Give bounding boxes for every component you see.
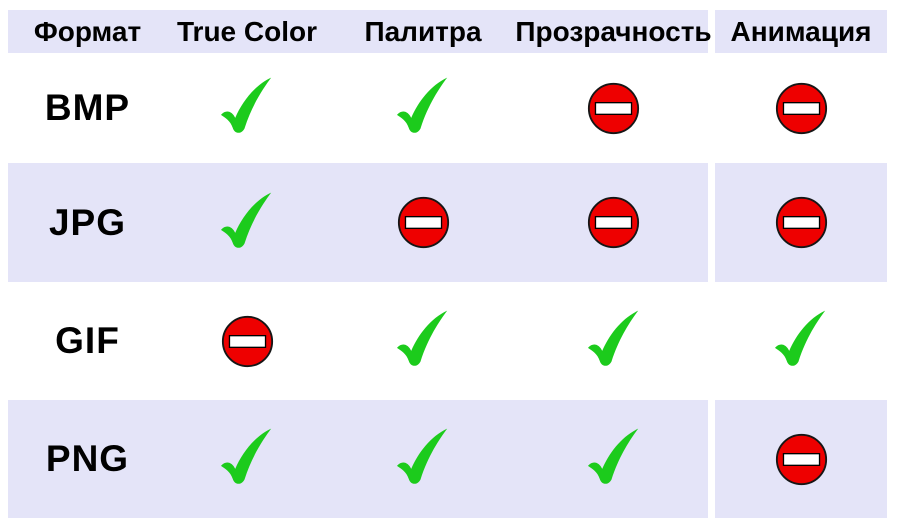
cell-bmp-palette xyxy=(327,53,519,163)
icon-slot xyxy=(775,433,828,486)
check-icon xyxy=(215,428,279,490)
icon-slot xyxy=(587,82,640,135)
check-icon xyxy=(215,77,279,139)
icon-slot xyxy=(587,196,640,249)
table-row-bmp: BMP xyxy=(8,53,887,163)
icon-slot xyxy=(775,196,828,249)
cell-png-animation xyxy=(715,400,887,518)
check-icon xyxy=(391,310,455,372)
check-icon xyxy=(582,310,646,372)
table-header-row: Формат True Color Палитра Прозрачность А… xyxy=(8,10,887,53)
icon-slot xyxy=(215,77,279,139)
no-entry-icon xyxy=(775,196,828,249)
column-header-format: Формат xyxy=(33,15,142,47)
format-label-jpg: JPG xyxy=(48,201,127,243)
cell-png-true-color xyxy=(167,400,327,518)
check-icon xyxy=(769,310,833,372)
cell-bmp-true-color xyxy=(167,53,327,163)
icon-slot xyxy=(391,77,455,139)
column-divider xyxy=(708,53,715,163)
column-divider xyxy=(708,400,715,518)
column-header-transparency: Прозрачность xyxy=(515,15,712,47)
cell-gif-palette xyxy=(327,282,519,400)
icon-slot xyxy=(215,192,279,254)
icon-slot xyxy=(391,428,455,490)
row-main-section: JPG xyxy=(8,163,708,282)
icon-slot xyxy=(215,428,279,490)
cell-gif-transparency xyxy=(519,282,708,400)
no-entry-icon xyxy=(775,82,828,135)
format-label-gif: GIF xyxy=(55,320,120,361)
icon-slot xyxy=(582,428,646,490)
column-divider xyxy=(708,163,715,282)
header-main-section: Формат True Color Палитра Прозрачность xyxy=(8,10,712,53)
cell-jpg-palette xyxy=(327,163,519,282)
row-main-section: PNG xyxy=(8,400,708,518)
icon-slot xyxy=(221,315,274,368)
icon-slot xyxy=(582,310,646,372)
cell-gif-true-color xyxy=(167,282,327,400)
cell-bmp-animation xyxy=(715,53,887,163)
cell-jpg-animation xyxy=(715,163,887,282)
cell-png-transparency xyxy=(519,400,708,518)
check-icon xyxy=(391,77,455,139)
format-label-bmp: BMP xyxy=(44,87,131,128)
table-row-png: PNG xyxy=(8,400,887,518)
row-main-section: GIF xyxy=(8,282,708,400)
cell-png-palette xyxy=(327,400,519,518)
icon-slot xyxy=(391,310,455,372)
table-row-gif: GIF xyxy=(8,282,887,400)
no-entry-icon xyxy=(587,196,640,249)
no-entry-icon xyxy=(587,82,640,135)
column-header-palette: Палитра xyxy=(364,15,482,47)
table-row-jpg: JPG xyxy=(8,163,887,282)
check-icon xyxy=(215,192,279,254)
icon-slot xyxy=(775,82,828,135)
no-entry-icon xyxy=(775,433,828,486)
cell-gif-animation xyxy=(715,282,887,400)
no-entry-icon xyxy=(397,196,450,249)
cell-jpg-true-color xyxy=(167,163,327,282)
row-main-section: BMP xyxy=(8,53,708,163)
column-divider xyxy=(708,282,715,400)
check-icon xyxy=(391,428,455,490)
format-label-png: PNG xyxy=(45,438,130,479)
column-divider xyxy=(708,10,715,53)
icon-slot xyxy=(769,310,833,372)
cell-bmp-transparency xyxy=(519,53,708,163)
check-icon xyxy=(582,428,646,490)
no-entry-icon xyxy=(221,315,274,368)
column-header-true-color: True Color xyxy=(176,15,317,47)
icon-slot xyxy=(397,196,450,249)
cell-jpg-transparency xyxy=(519,163,708,282)
column-header-animation: Анимация xyxy=(715,10,887,53)
